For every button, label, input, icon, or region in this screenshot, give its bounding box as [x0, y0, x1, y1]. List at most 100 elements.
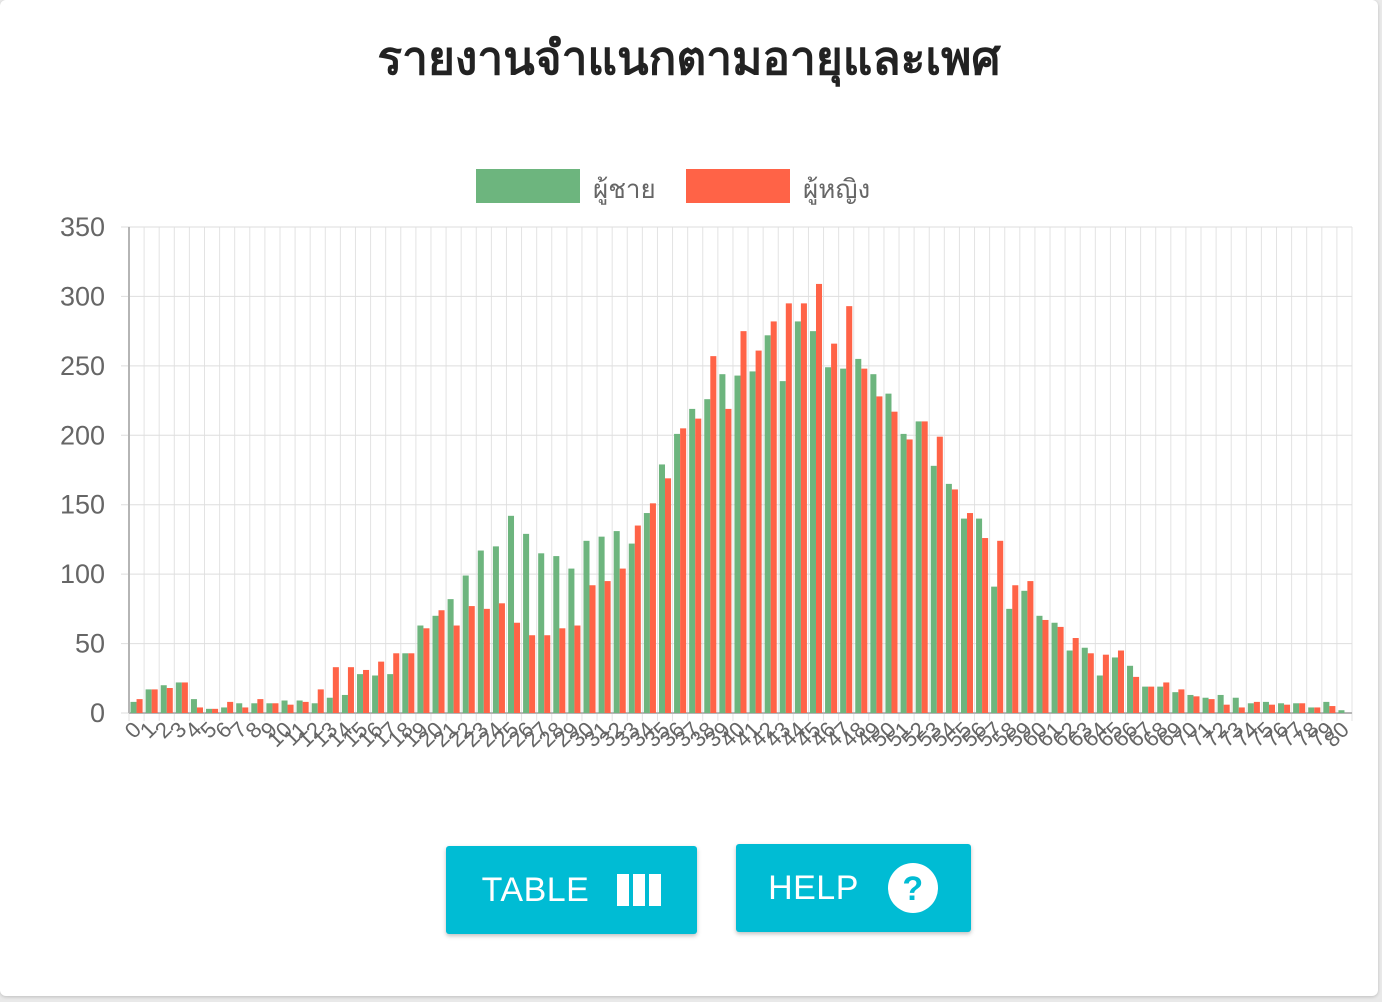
- y-tick-label: 200: [60, 420, 105, 450]
- male-bar: [674, 433, 681, 713]
- female-bar: [800, 303, 807, 713]
- male-bar: [1187, 694, 1194, 713]
- male-bar: [1323, 701, 1330, 713]
- male-bar: [870, 374, 877, 713]
- female-bar: [574, 625, 581, 713]
- female-bar: [1299, 703, 1306, 713]
- male-bar: [930, 465, 937, 713]
- male-bar: [1262, 701, 1269, 713]
- male-bar: [1006, 608, 1013, 713]
- male-bar: [432, 615, 439, 713]
- view-column-icon: [617, 874, 662, 906]
- male-bar: [447, 599, 454, 713]
- female-bar: [785, 303, 792, 713]
- male-bar: [1278, 703, 1285, 713]
- male-bar: [1202, 697, 1209, 713]
- male-bar: [794, 321, 801, 713]
- y-tick-label: 0: [90, 698, 105, 728]
- female-bar: [498, 603, 505, 713]
- female-bar: [755, 350, 762, 713]
- female-bar: [695, 418, 702, 713]
- female-bar: [544, 635, 551, 713]
- male-bar: [372, 675, 379, 713]
- female-bar: [1193, 696, 1200, 713]
- male-bar: [417, 625, 424, 713]
- female-bar: [363, 669, 370, 713]
- female-bar: [242, 707, 249, 713]
- female-bar: [846, 306, 853, 713]
- female-bar: [136, 699, 143, 713]
- legend-swatch-female: [684, 167, 792, 205]
- male-bar: [583, 540, 590, 713]
- male-bar: [175, 682, 182, 713]
- male-bar: [236, 703, 243, 713]
- female-bar: [861, 368, 868, 713]
- male-bar: [1066, 650, 1073, 713]
- male-bar: [356, 674, 364, 713]
- male-bar: [523, 533, 530, 713]
- female-bar: [559, 628, 566, 713]
- male-bar: [643, 513, 650, 713]
- female-bar: [634, 525, 641, 713]
- male-bar: [1308, 707, 1315, 713]
- female-bar: [982, 538, 989, 713]
- table-button-label: TABLE: [481, 870, 590, 909]
- y-tick-label: 50: [75, 629, 105, 659]
- female-bar: [1148, 686, 1155, 713]
- female-bar: [604, 581, 611, 713]
- male-bar: [764, 335, 771, 713]
- page-title: รายงานจำแนกตามอายุและเพศ: [377, 31, 1001, 85]
- male-bar: [1142, 686, 1149, 713]
- male-bar: [598, 536, 605, 713]
- table-button[interactable]: TABLE: [446, 846, 697, 934]
- male-bar: [1081, 647, 1088, 713]
- y-tick-label: 350: [60, 212, 105, 242]
- female-bar: [212, 708, 219, 713]
- male-bar: [492, 546, 499, 713]
- female-bar: [1133, 676, 1140, 713]
- male-bar: [145, 689, 152, 713]
- female-bar: [514, 622, 521, 713]
- legend-swatch-male: [474, 167, 582, 205]
- male-bar: [915, 421, 922, 713]
- male-bar: [945, 483, 952, 713]
- y-tick-label: 150: [60, 490, 105, 520]
- male-bar: [341, 694, 348, 713]
- male-bar: [885, 393, 892, 713]
- female-bar: [966, 513, 974, 713]
- female-bar: [831, 343, 838, 713]
- male-bar: [704, 399, 711, 713]
- male-bar: [477, 550, 484, 713]
- male-bar: [855, 358, 862, 713]
- male-bar: [311, 703, 318, 713]
- male-bar: [960, 518, 967, 713]
- female-bar: [876, 396, 883, 713]
- male-bar: [825, 367, 832, 713]
- male-bar: [568, 568, 575, 713]
- female-bar: [1314, 707, 1321, 713]
- female-bar: [951, 489, 958, 713]
- female-bar: [1208, 699, 1215, 713]
- male-bar: [628, 543, 635, 713]
- female-bar: [287, 704, 294, 713]
- female-bar: [1027, 581, 1034, 713]
- female-bar: [1087, 653, 1094, 713]
- female-bar: [619, 568, 626, 713]
- help-button[interactable]: HELP ?: [736, 844, 971, 932]
- male-bar: [1232, 697, 1239, 713]
- female-bar: [468, 606, 475, 713]
- male-bar: [779, 381, 786, 713]
- male-bar: [1036, 615, 1043, 713]
- female-bar: [589, 585, 596, 713]
- male-bar: [1293, 703, 1300, 713]
- male-bar: [1111, 657, 1118, 713]
- female-bar: [1012, 585, 1019, 713]
- male-bar: [206, 708, 213, 713]
- female-bar: [393, 653, 400, 713]
- male-bar: [538, 553, 545, 713]
- male-bar: [900, 433, 907, 713]
- male-bar: [840, 368, 847, 713]
- female-bar: [529, 635, 536, 713]
- female-bar: [1072, 638, 1079, 713]
- female-bar: [181, 682, 188, 713]
